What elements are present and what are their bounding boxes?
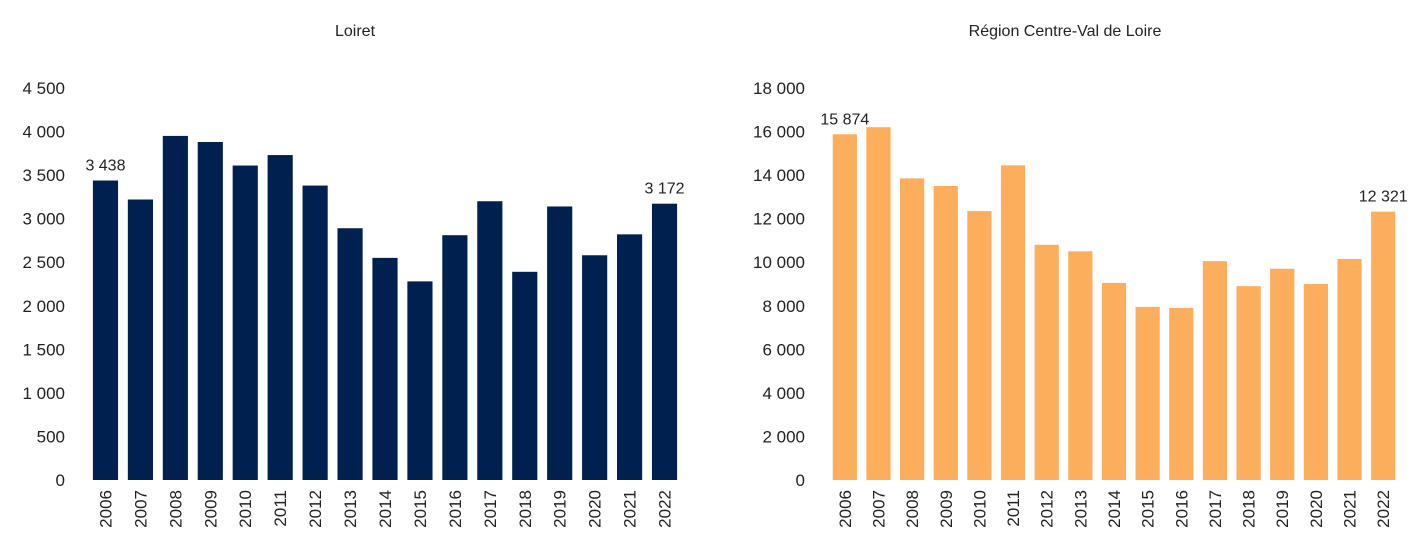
bar: [866, 127, 891, 480]
bar: [407, 281, 433, 480]
x-tick-label: 2008: [903, 490, 922, 528]
bar: [442, 235, 468, 480]
y-tick-label: 16 000: [753, 123, 805, 142]
chart-title: Loiret: [335, 23, 376, 40]
bar: [967, 211, 992, 481]
x-tick-label: 2007: [869, 490, 888, 528]
data-label: 3 172: [645, 181, 685, 198]
data-label: 12 321: [1359, 189, 1408, 206]
y-tick-label: 4 500: [22, 79, 65, 98]
bar: [1303, 284, 1328, 480]
x-tick-label: 2021: [1341, 490, 1360, 528]
x-tick-label: 2018: [1240, 490, 1259, 528]
x-tick-label: 2022: [1374, 490, 1393, 528]
bar: [832, 134, 857, 480]
x-tick-label: 2016: [446, 490, 465, 528]
x-tick-label: 2007: [131, 490, 150, 528]
y-tick-label: 4 000: [762, 384, 805, 403]
bar: [1034, 244, 1059, 480]
x-tick-label: 2006: [96, 490, 115, 528]
x-tick-label: 2009: [937, 490, 956, 528]
bar: [1101, 282, 1127, 480]
x-tick-label: 2012: [306, 490, 325, 528]
x-tick-label: 2008: [166, 490, 185, 528]
y-tick-label: 500: [37, 427, 65, 446]
x-tick-label: 2006: [836, 490, 855, 528]
x-tick-label: 2014: [1105, 490, 1124, 528]
bar: [933, 186, 958, 480]
y-tick-label: 1 000: [22, 384, 65, 403]
data-label: 15 874: [820, 111, 869, 128]
x-tick-label: 2015: [411, 490, 430, 528]
x-tick-label: 2020: [1307, 490, 1326, 528]
chart-title: Région Centre-Val de Loire: [969, 23, 1162, 40]
bar: [92, 180, 119, 480]
y-tick-label: 2 000: [762, 427, 805, 446]
bar: [1135, 306, 1160, 480]
y-tick-label: 0: [56, 471, 65, 490]
bar: [302, 185, 328, 480]
bar: [617, 234, 643, 480]
x-tick-label: 2009: [201, 490, 220, 528]
y-tick-label: 3 500: [22, 166, 65, 185]
y-tick-label: 1 500: [22, 340, 65, 359]
x-tick-label: 2013: [341, 490, 360, 528]
bar: [1236, 286, 1261, 480]
y-tick-label: 14 000: [753, 166, 805, 185]
x-tick-label: 2011: [271, 490, 290, 527]
y-tick-label: 6 000: [762, 340, 805, 359]
bar: [1371, 211, 1396, 480]
y-tick-label: 3 000: [22, 210, 65, 229]
x-tick-label: 2015: [1139, 490, 1158, 528]
bar: [1337, 258, 1362, 480]
y-tick-label: 2 000: [22, 297, 65, 316]
y-tick-label: 2 500: [22, 253, 65, 272]
bar: [1202, 261, 1228, 480]
x-tick-label: 2017: [481, 490, 500, 528]
bar: [651, 203, 678, 481]
x-tick-label: 2012: [1038, 490, 1057, 528]
bar: [1169, 307, 1194, 480]
bar: [267, 155, 293, 480]
bar: [197, 142, 223, 480]
x-tick-label: 2017: [1206, 490, 1225, 528]
bar: [1068, 251, 1093, 480]
y-tick-label: 4 000: [22, 123, 65, 142]
x-tick-label: 2011: [1004, 490, 1023, 527]
y-tick-label: 8 000: [762, 297, 805, 316]
bar: [1000, 165, 1026, 481]
x-tick-label: 2019: [1273, 490, 1292, 528]
bar: [162, 135, 188, 480]
x-tick-label: 2021: [621, 490, 640, 528]
bar: [582, 255, 608, 480]
y-tick-label: 10 000: [753, 253, 805, 272]
x-tick-label: 2020: [586, 490, 605, 528]
y-tick-label: 12 000: [753, 210, 805, 229]
x-tick-label: 2018: [516, 490, 535, 528]
x-tick-label: 2013: [1071, 490, 1090, 528]
bar: [127, 199, 153, 480]
bar: [512, 271, 538, 480]
x-tick-label: 2010: [236, 490, 255, 528]
x-tick-label: 2014: [376, 490, 395, 528]
data-label: 3 438: [85, 158, 125, 175]
x-tick-label: 2022: [656, 490, 675, 528]
bar: [547, 206, 573, 480]
bar: [1270, 268, 1295, 480]
bar: [337, 228, 363, 480]
x-tick-label: 2010: [970, 490, 989, 528]
bar: [477, 201, 503, 480]
x-tick-label: 2016: [1172, 490, 1191, 528]
x-tick-label: 2019: [551, 490, 570, 528]
bar: [232, 165, 258, 481]
y-tick-label: 18 000: [753, 79, 805, 98]
bar: [372, 257, 398, 480]
bar: [900, 178, 925, 480]
y-tick-label: 0: [796, 471, 805, 490]
